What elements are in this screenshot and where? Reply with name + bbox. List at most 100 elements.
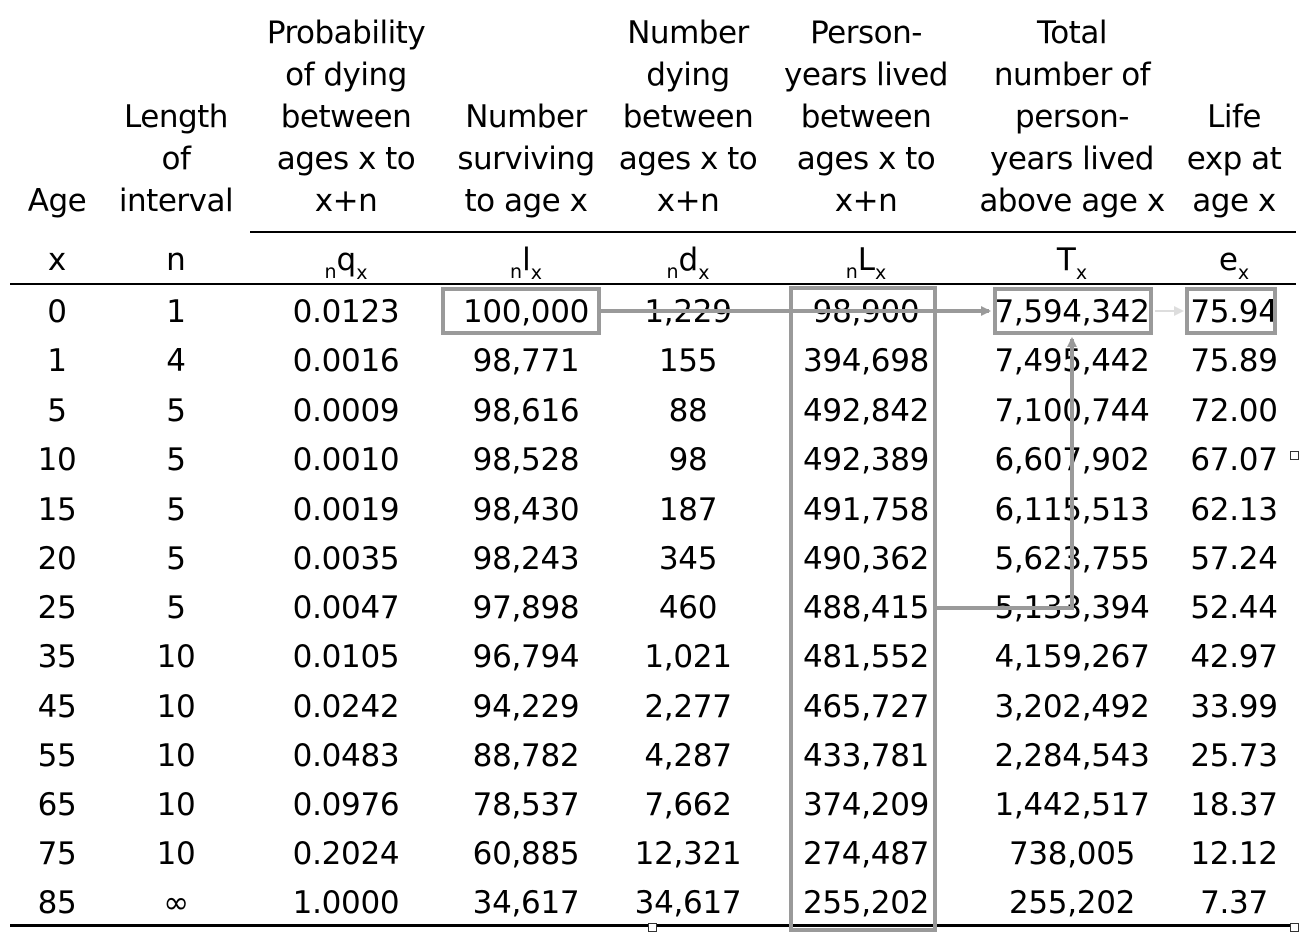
- table-cell-length: 4: [166, 343, 186, 379]
- table-cell-T: 7,594,342: [994, 294, 1150, 330]
- table-cell-L: 492,389: [802, 442, 930, 478]
- table-cell-L: 491,758: [802, 492, 930, 528]
- table-cell-l: 98,430: [472, 492, 580, 528]
- table-cell-q: 0.0047: [292, 590, 400, 626]
- table-cell-age: 15: [37, 492, 77, 528]
- table-cell-e: 72.00: [1190, 393, 1278, 429]
- symbol-main: q: [336, 242, 357, 278]
- table-cell-l: 34,617: [472, 885, 580, 921]
- column-symbol-e: ex: [1179, 238, 1289, 284]
- table-cell-age: 25: [37, 590, 77, 626]
- symbol-main: n: [166, 242, 186, 278]
- table-cell-e: 75.94: [1190, 294, 1278, 330]
- table-cell-length: 5: [166, 590, 186, 626]
- table-cell-q: 0.0242: [292, 689, 400, 725]
- column-symbol-L: nLx: [786, 238, 946, 284]
- table-cell-l: 97,898: [472, 590, 580, 626]
- symbol-main: d: [678, 242, 699, 278]
- selection-handle-icon[interactable]: [1290, 451, 1299, 460]
- table-cell-d: 187: [658, 492, 718, 528]
- table-cell-e: 57.24: [1190, 541, 1278, 577]
- symbol-main: l: [522, 242, 531, 278]
- table-cell-L: 433,781: [802, 738, 930, 774]
- header-underline: [250, 231, 1296, 233]
- table-cell-e: 67.07: [1190, 442, 1278, 478]
- table-cell-L: 492,842: [802, 393, 930, 429]
- arrow-up-icon: [937, 337, 1077, 610]
- column-header-q: Probability of dying between ages x to x…: [266, 15, 426, 219]
- symbol-prefix: n: [845, 261, 858, 283]
- table-cell-e: 25.73: [1190, 738, 1278, 774]
- symbol-main: x: [47, 242, 67, 278]
- table-cell-q: 0.0035: [292, 541, 400, 577]
- table-cell-l: 98,771: [472, 343, 580, 379]
- table-cell-e: 62.13: [1190, 492, 1278, 528]
- table-cell-length: 10: [156, 787, 196, 823]
- column-header-d: Number dying between ages x to x+n: [618, 15, 758, 219]
- symbol-underline: [10, 283, 1296, 285]
- table-cell-T: 3,202,492: [994, 689, 1150, 725]
- column-header-l: Number surviving to age x: [457, 99, 595, 219]
- column-header-age: Age: [27, 183, 87, 219]
- table-cell-d: 1,021: [644, 639, 732, 675]
- column-symbol-length: n: [106, 238, 246, 282]
- table-cell-age: 1: [47, 343, 67, 379]
- table-cell-l: 60,885: [472, 836, 580, 872]
- highlight-box-T0: [993, 287, 1153, 335]
- table-cell-e: 7.37: [1200, 885, 1268, 921]
- table-cell-length: 10: [156, 738, 196, 774]
- symbol-prefix: n: [666, 261, 679, 283]
- table-cell-q: 0.0976: [292, 787, 400, 823]
- table-cell-length: 5: [166, 442, 186, 478]
- table-cell-L: 490,362: [802, 541, 930, 577]
- table-cell-L: 374,209: [802, 787, 930, 823]
- table-cell-T: 4,159,267: [994, 639, 1150, 675]
- table-cell-d: 34,617: [634, 885, 742, 921]
- table-cell-d: 345: [658, 541, 718, 577]
- table-cell-age: 55: [37, 738, 77, 774]
- table-cell-L: 255,202: [802, 885, 930, 921]
- column-header-T: Total number of person- years lived abov…: [979, 15, 1165, 219]
- table-cell-T: 738,005: [1008, 836, 1136, 872]
- table-cell-l: 94,229: [472, 689, 580, 725]
- table-cell-L: 465,727: [802, 689, 930, 725]
- table-cell-age: 35: [37, 639, 77, 675]
- column-header-L: Person- years lived between ages x to x+…: [784, 15, 949, 219]
- table-cell-e: 75.89: [1190, 343, 1278, 379]
- table-cell-length: 5: [166, 492, 186, 528]
- selection-handle-icon[interactable]: [1290, 923, 1299, 932]
- table-cell-q: 0.2024: [292, 836, 400, 872]
- table-cell-d: 155: [658, 343, 718, 379]
- table-cell-q: 0.0009: [292, 393, 400, 429]
- table-cell-age: 20: [37, 541, 77, 577]
- selection-handle-icon[interactable]: [648, 923, 657, 932]
- table-cell-e: 42.97: [1190, 639, 1278, 675]
- symbol-prefix: n: [510, 261, 523, 283]
- column-symbol-T: Tx: [977, 238, 1167, 284]
- table-cell-length: 10: [156, 836, 196, 872]
- table-cell-q: 0.0105: [292, 639, 400, 675]
- table-cell-length: ∞: [163, 885, 189, 921]
- table-cell-length: 5: [166, 393, 186, 429]
- table-cell-age: 85: [37, 885, 77, 921]
- symbol-subscript: x: [698, 262, 710, 284]
- table-cell-d: 12,321: [634, 836, 742, 872]
- highlight-column-L: [789, 286, 937, 932]
- table-cell-age: 75: [37, 836, 77, 872]
- table-cell-e: 12.12: [1190, 836, 1278, 872]
- table-cell-age: 5: [47, 393, 67, 429]
- table-cell-d: 7,662: [644, 787, 732, 823]
- table-cell-d: 460: [658, 590, 718, 626]
- symbol-main: T: [1056, 242, 1076, 278]
- table-cell-l: 100,000: [462, 294, 590, 330]
- table-cell-L: 481,552: [802, 639, 930, 675]
- table-cell-q: 0.0016: [292, 343, 400, 379]
- column-symbol-l: nlx: [451, 238, 601, 284]
- table-cell-l: 98,616: [472, 393, 580, 429]
- table-cell-q: 0.0019: [292, 492, 400, 528]
- symbol-prefix: n: [324, 261, 337, 283]
- table-cell-l: 88,782: [472, 738, 580, 774]
- table-cell-T: 2,284,543: [994, 738, 1150, 774]
- table-cell-L: 394,698: [802, 343, 930, 379]
